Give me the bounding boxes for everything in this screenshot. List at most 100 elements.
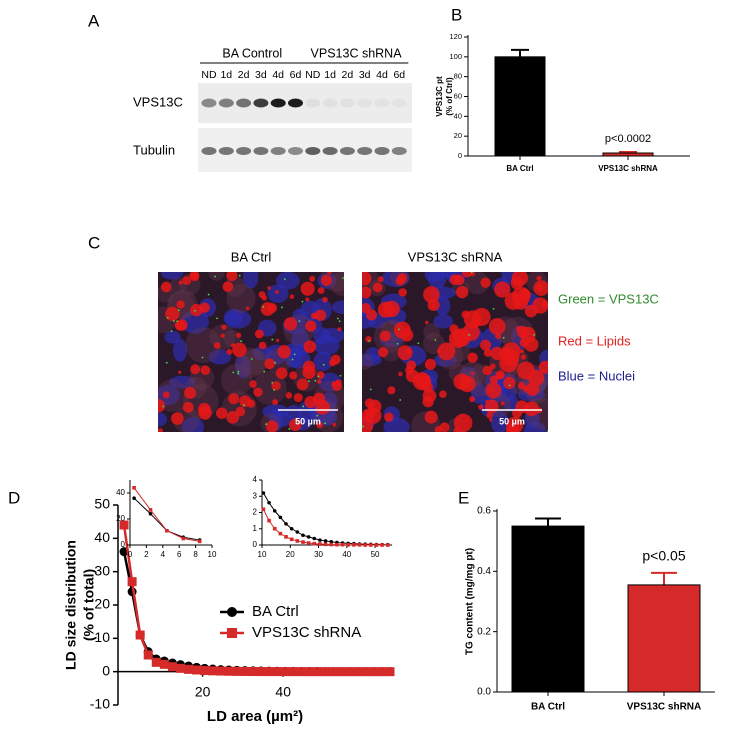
- y-tick-label: 50: [94, 496, 110, 512]
- lipid-droplet: [304, 340, 317, 353]
- lipid-droplet: [484, 349, 492, 357]
- lipid-droplet: [425, 411, 438, 424]
- vps13c-signal: [239, 275, 241, 277]
- lipid-droplet: [184, 387, 196, 399]
- marker: [224, 667, 233, 676]
- vps13c-signal: [292, 359, 294, 361]
- y-axis-label: TG content (mg/mg pt): [465, 548, 476, 655]
- inset-y-tick-label: 20: [116, 514, 125, 523]
- marker: [128, 577, 137, 586]
- marker: [296, 530, 300, 534]
- y-tick-label: 0: [102, 662, 110, 678]
- band: [340, 147, 355, 155]
- vps13c-signal: [281, 307, 283, 309]
- marker: [386, 543, 390, 547]
- lipid-droplet: [365, 336, 371, 342]
- marker: [200, 666, 209, 675]
- marker: [341, 543, 345, 547]
- bar: [628, 585, 700, 692]
- lipid-droplet: [267, 286, 271, 290]
- lipid-droplet: [286, 392, 293, 399]
- lipid-droplet: [485, 382, 501, 398]
- band: [323, 99, 338, 108]
- marker: [240, 667, 249, 676]
- lipid-droplet: [425, 359, 436, 370]
- y-axis-label: (% of Ctrl): [445, 77, 454, 116]
- lipid-droplet: [440, 422, 450, 432]
- image-title: BA Ctrl: [231, 249, 272, 264]
- lipid-droplet: [337, 327, 341, 331]
- y-tick-label: 0.6: [477, 506, 491, 517]
- lipid-droplet: [294, 393, 303, 402]
- band: [219, 99, 234, 108]
- vps13c-signal: [288, 428, 290, 430]
- vps13c-signal: [166, 362, 168, 364]
- legend-label: BA Ctrl: [252, 603, 299, 620]
- lipid-droplet: [521, 354, 527, 360]
- vps13c-signal: [194, 310, 196, 312]
- inset-y-tick-label: 40: [116, 488, 125, 497]
- marker: [208, 666, 217, 675]
- lipid-droplet: [478, 405, 483, 410]
- marker: [363, 543, 367, 547]
- lipid-droplet: [316, 399, 321, 404]
- lipid-droplet: [368, 400, 382, 414]
- lipid-droplet: [163, 391, 170, 398]
- lipid-droplet: [495, 333, 501, 339]
- y-tick-label: 40: [454, 111, 462, 120]
- y-tick-label: 10: [94, 629, 110, 645]
- vps13c-signal: [370, 388, 372, 390]
- lipid-droplet: [489, 318, 506, 335]
- vps13c-signal: [323, 364, 325, 366]
- row-label: Tubulin: [133, 142, 175, 157]
- lipid-droplet: [485, 400, 499, 414]
- marker: [273, 667, 282, 676]
- marker: [227, 607, 237, 617]
- nucleus: [332, 300, 355, 314]
- marker: [312, 542, 316, 546]
- marker: [152, 658, 161, 667]
- vps13c-signal: [547, 430, 549, 432]
- lipid-droplet: [246, 306, 250, 310]
- vps13c-signal: [178, 309, 180, 311]
- band: [392, 99, 407, 108]
- x-tick-label: VPS13C shRNA: [627, 702, 701, 713]
- lipid-droplet: [297, 378, 309, 390]
- vps13c-signal: [314, 380, 316, 382]
- inset-x-tick-label: 6: [177, 550, 182, 559]
- lipid-droplet: [536, 276, 541, 281]
- lipid-droplet: [236, 333, 241, 338]
- lipid-droplet: [267, 303, 277, 313]
- lane-label: 1d: [324, 69, 336, 81]
- vps13c-signal: [271, 382, 273, 384]
- lipid-droplet: [266, 420, 278, 432]
- marker: [216, 667, 225, 676]
- band: [357, 99, 372, 108]
- lipid-droplet: [406, 360, 416, 370]
- lipid-droplet: [454, 427, 461, 434]
- lipid-droplet: [335, 379, 341, 385]
- lipid-droplet: [309, 276, 315, 282]
- lipid-droplet: [220, 333, 225, 338]
- lipid-droplet: [398, 372, 402, 376]
- marker: [182, 537, 186, 541]
- marker: [369, 543, 373, 547]
- lipid-droplet: [259, 342, 267, 350]
- vps13c-signal: [397, 343, 399, 345]
- lipid-droplet: [198, 406, 211, 419]
- lipid-droplet: [359, 287, 371, 299]
- vps13c-signal: [399, 399, 401, 401]
- lane-label: ND: [305, 69, 321, 81]
- lane-label: 6d: [290, 69, 302, 81]
- haze: [208, 265, 224, 281]
- marker: [313, 667, 322, 676]
- marker: [198, 540, 202, 544]
- band: [305, 147, 320, 155]
- lipid-droplet: [361, 303, 371, 313]
- inset-y-tick-label: 1: [253, 524, 258, 533]
- marker: [385, 667, 394, 676]
- lipid-droplet: [223, 281, 234, 292]
- lipid-droplet: [526, 387, 529, 390]
- marker: [265, 667, 274, 676]
- vps13c-signal: [271, 339, 273, 341]
